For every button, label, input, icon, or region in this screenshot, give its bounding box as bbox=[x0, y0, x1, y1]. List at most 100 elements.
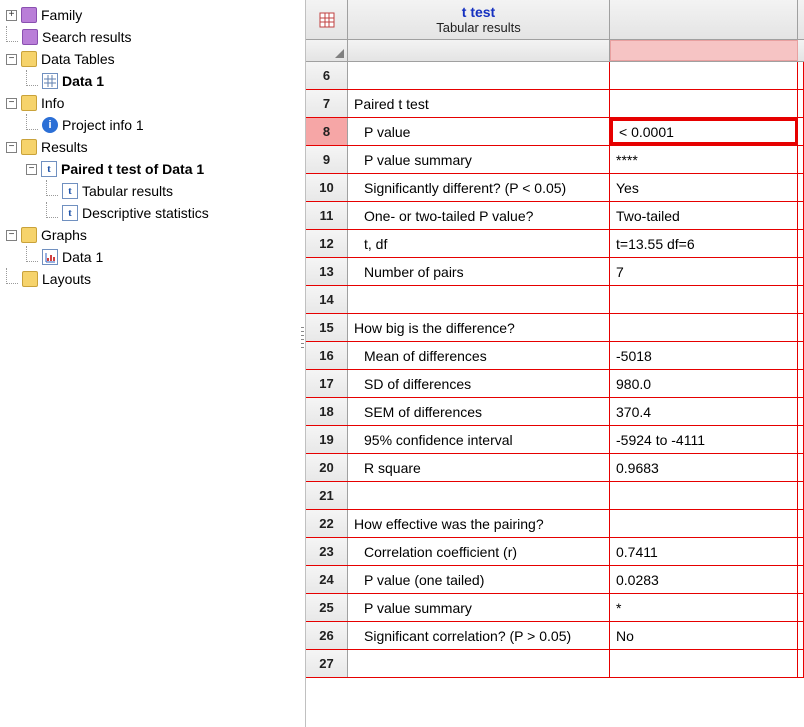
grid-row[interactable]: 12t, dft=13.55 df=6 bbox=[306, 230, 804, 258]
tree-item[interactable]: Search results bbox=[2, 26, 298, 48]
cell-label[interactable]: SEM of differences bbox=[348, 398, 610, 425]
row-number[interactable]: 18 bbox=[306, 398, 348, 425]
cell-label[interactable]: P value summary bbox=[348, 146, 610, 173]
cell-value[interactable] bbox=[610, 482, 798, 509]
grid-row[interactable]: 1995% confidence interval-5924 to -4111 bbox=[306, 426, 804, 454]
tree-item[interactable]: −tPaired t test of Data 1 bbox=[2, 158, 298, 180]
cell-label[interactable]: One- or two-tailed P value? bbox=[348, 202, 610, 229]
tree-item[interactable]: −Results bbox=[2, 136, 298, 158]
navigator-tree[interactable]: +FamilySearch results−Data TablesData 1−… bbox=[0, 0, 300, 727]
cell-label[interactable]: SD of differences bbox=[348, 370, 610, 397]
row-number[interactable]: 9 bbox=[306, 146, 348, 173]
grid-row[interactable]: 18SEM of differences370.4 bbox=[306, 398, 804, 426]
cell-label[interactable]: P value bbox=[348, 118, 610, 145]
row-number[interactable]: 21 bbox=[306, 482, 348, 509]
tree-expander-icon[interactable]: + bbox=[6, 10, 17, 21]
cell-label[interactable]: How effective was the pairing? bbox=[348, 510, 610, 537]
cell-value[interactable]: Yes bbox=[610, 174, 798, 201]
column-header-main[interactable]: t test Tabular results bbox=[348, 0, 610, 39]
cell-value[interactable] bbox=[610, 90, 798, 117]
cell-label[interactable]: R square bbox=[348, 454, 610, 481]
tree-item[interactable]: iProject info 1 bbox=[2, 114, 298, 136]
cell-value[interactable]: **** bbox=[610, 146, 798, 173]
cell-label[interactable]: P value (one tailed) bbox=[348, 566, 610, 593]
grid-row[interactable]: 15How big is the difference? bbox=[306, 314, 804, 342]
row-number[interactable]: 17 bbox=[306, 370, 348, 397]
grid-row[interactable]: 8P value< 0.0001 bbox=[306, 118, 804, 146]
cell-value[interactable] bbox=[610, 286, 798, 313]
grid-row[interactable]: 22How effective was the pairing? bbox=[306, 510, 804, 538]
grid-row[interactable]: 9P value summary**** bbox=[306, 146, 804, 174]
row-number[interactable]: 6 bbox=[306, 62, 348, 89]
cell-value[interactable] bbox=[610, 314, 798, 341]
tree-item[interactable]: tTabular results bbox=[2, 180, 298, 202]
grid-row[interactable]: 7Paired t test bbox=[306, 90, 804, 118]
row-number[interactable]: 16 bbox=[306, 342, 348, 369]
tree-item[interactable]: tDescriptive statistics bbox=[2, 202, 298, 224]
row-number[interactable]: 26 bbox=[306, 622, 348, 649]
row-number[interactable]: 7 bbox=[306, 90, 348, 117]
cell-value[interactable]: t=13.55 df=6 bbox=[610, 230, 798, 257]
cell-label[interactable]: Number of pairs bbox=[348, 258, 610, 285]
cell-label[interactable] bbox=[348, 650, 610, 677]
cell-label[interactable]: Correlation coefficient (r) bbox=[348, 538, 610, 565]
cell-value[interactable]: 370.4 bbox=[610, 398, 798, 425]
cell-value[interactable]: 0.0283 bbox=[610, 566, 798, 593]
select-all-corner[interactable] bbox=[306, 40, 348, 61]
grid-row[interactable]: 16Mean of differences-5018 bbox=[306, 342, 804, 370]
tree-expander-icon[interactable]: − bbox=[6, 54, 17, 65]
grid-row[interactable]: 25P value summary* bbox=[306, 594, 804, 622]
tree-expander-icon[interactable]: − bbox=[6, 230, 17, 241]
tree-item[interactable]: Data 1 bbox=[2, 246, 298, 268]
tree-expander-icon[interactable]: − bbox=[26, 164, 37, 175]
cell-value[interactable]: 7 bbox=[610, 258, 798, 285]
cell-value[interactable]: 0.9683 bbox=[610, 454, 798, 481]
tree-item[interactable]: −Graphs bbox=[2, 224, 298, 246]
tree-item[interactable]: Data 1 bbox=[2, 70, 298, 92]
row-number[interactable]: 23 bbox=[306, 538, 348, 565]
row-number[interactable]: 12 bbox=[306, 230, 348, 257]
row-number[interactable]: 10 bbox=[306, 174, 348, 201]
row-number[interactable]: 24 bbox=[306, 566, 348, 593]
tree-expander-icon[interactable]: − bbox=[6, 98, 17, 109]
grid-row[interactable]: 17SD of differences980.0 bbox=[306, 370, 804, 398]
tree-item[interactable]: +Family bbox=[2, 4, 298, 26]
row-number[interactable]: 19 bbox=[306, 426, 348, 453]
cell-label[interactable]: t, df bbox=[348, 230, 610, 257]
tree-expander-icon[interactable]: − bbox=[6, 142, 17, 153]
cell-label[interactable]: Paired t test bbox=[348, 90, 610, 117]
row-number[interactable]: 15 bbox=[306, 314, 348, 341]
cell-value[interactable]: 0.7411 bbox=[610, 538, 798, 565]
splitter[interactable] bbox=[300, 0, 305, 727]
cell-value[interactable] bbox=[610, 62, 798, 89]
cell-label[interactable]: How big is the difference? bbox=[348, 314, 610, 341]
cell-value[interactable]: No bbox=[610, 622, 798, 649]
tree-item[interactable]: −Info bbox=[2, 92, 298, 114]
grid-row[interactable]: 11One- or two-tailed P value?Two-tailed bbox=[306, 202, 804, 230]
cell-label[interactable]: P value summary bbox=[348, 594, 610, 621]
row-number[interactable]: 25 bbox=[306, 594, 348, 621]
subheader-col1[interactable] bbox=[348, 40, 610, 61]
row-number[interactable]: 8 bbox=[306, 118, 348, 145]
row-number[interactable]: 14 bbox=[306, 286, 348, 313]
cell-value[interactable]: -5018 bbox=[610, 342, 798, 369]
cell-label[interactable] bbox=[348, 286, 610, 313]
grid-row[interactable]: 23Correlation coefficient (r)0.7411 bbox=[306, 538, 804, 566]
cell-value[interactable]: < 0.0001 bbox=[610, 118, 798, 145]
grid-row[interactable]: 26Significant correlation? (P > 0.05)No bbox=[306, 622, 804, 650]
cell-label[interactable]: Significant correlation? (P > 0.05) bbox=[348, 622, 610, 649]
cell-value[interactable]: -5924 to -4111 bbox=[610, 426, 798, 453]
row-number[interactable]: 27 bbox=[306, 650, 348, 677]
grid-row[interactable]: 27 bbox=[306, 650, 804, 678]
cell-label[interactable] bbox=[348, 482, 610, 509]
tree-item[interactable]: Layouts bbox=[2, 268, 298, 290]
row-number[interactable]: 13 bbox=[306, 258, 348, 285]
row-number[interactable]: 11 bbox=[306, 202, 348, 229]
cell-value[interactable]: * bbox=[610, 594, 798, 621]
cell-value[interactable]: 980.0 bbox=[610, 370, 798, 397]
grid-row[interactable]: 24P value (one tailed)0.0283 bbox=[306, 566, 804, 594]
column-header-value[interactable] bbox=[610, 0, 798, 39]
grid-row[interactable]: 21 bbox=[306, 482, 804, 510]
cell-value[interactable] bbox=[610, 510, 798, 537]
row-number[interactable]: 20 bbox=[306, 454, 348, 481]
